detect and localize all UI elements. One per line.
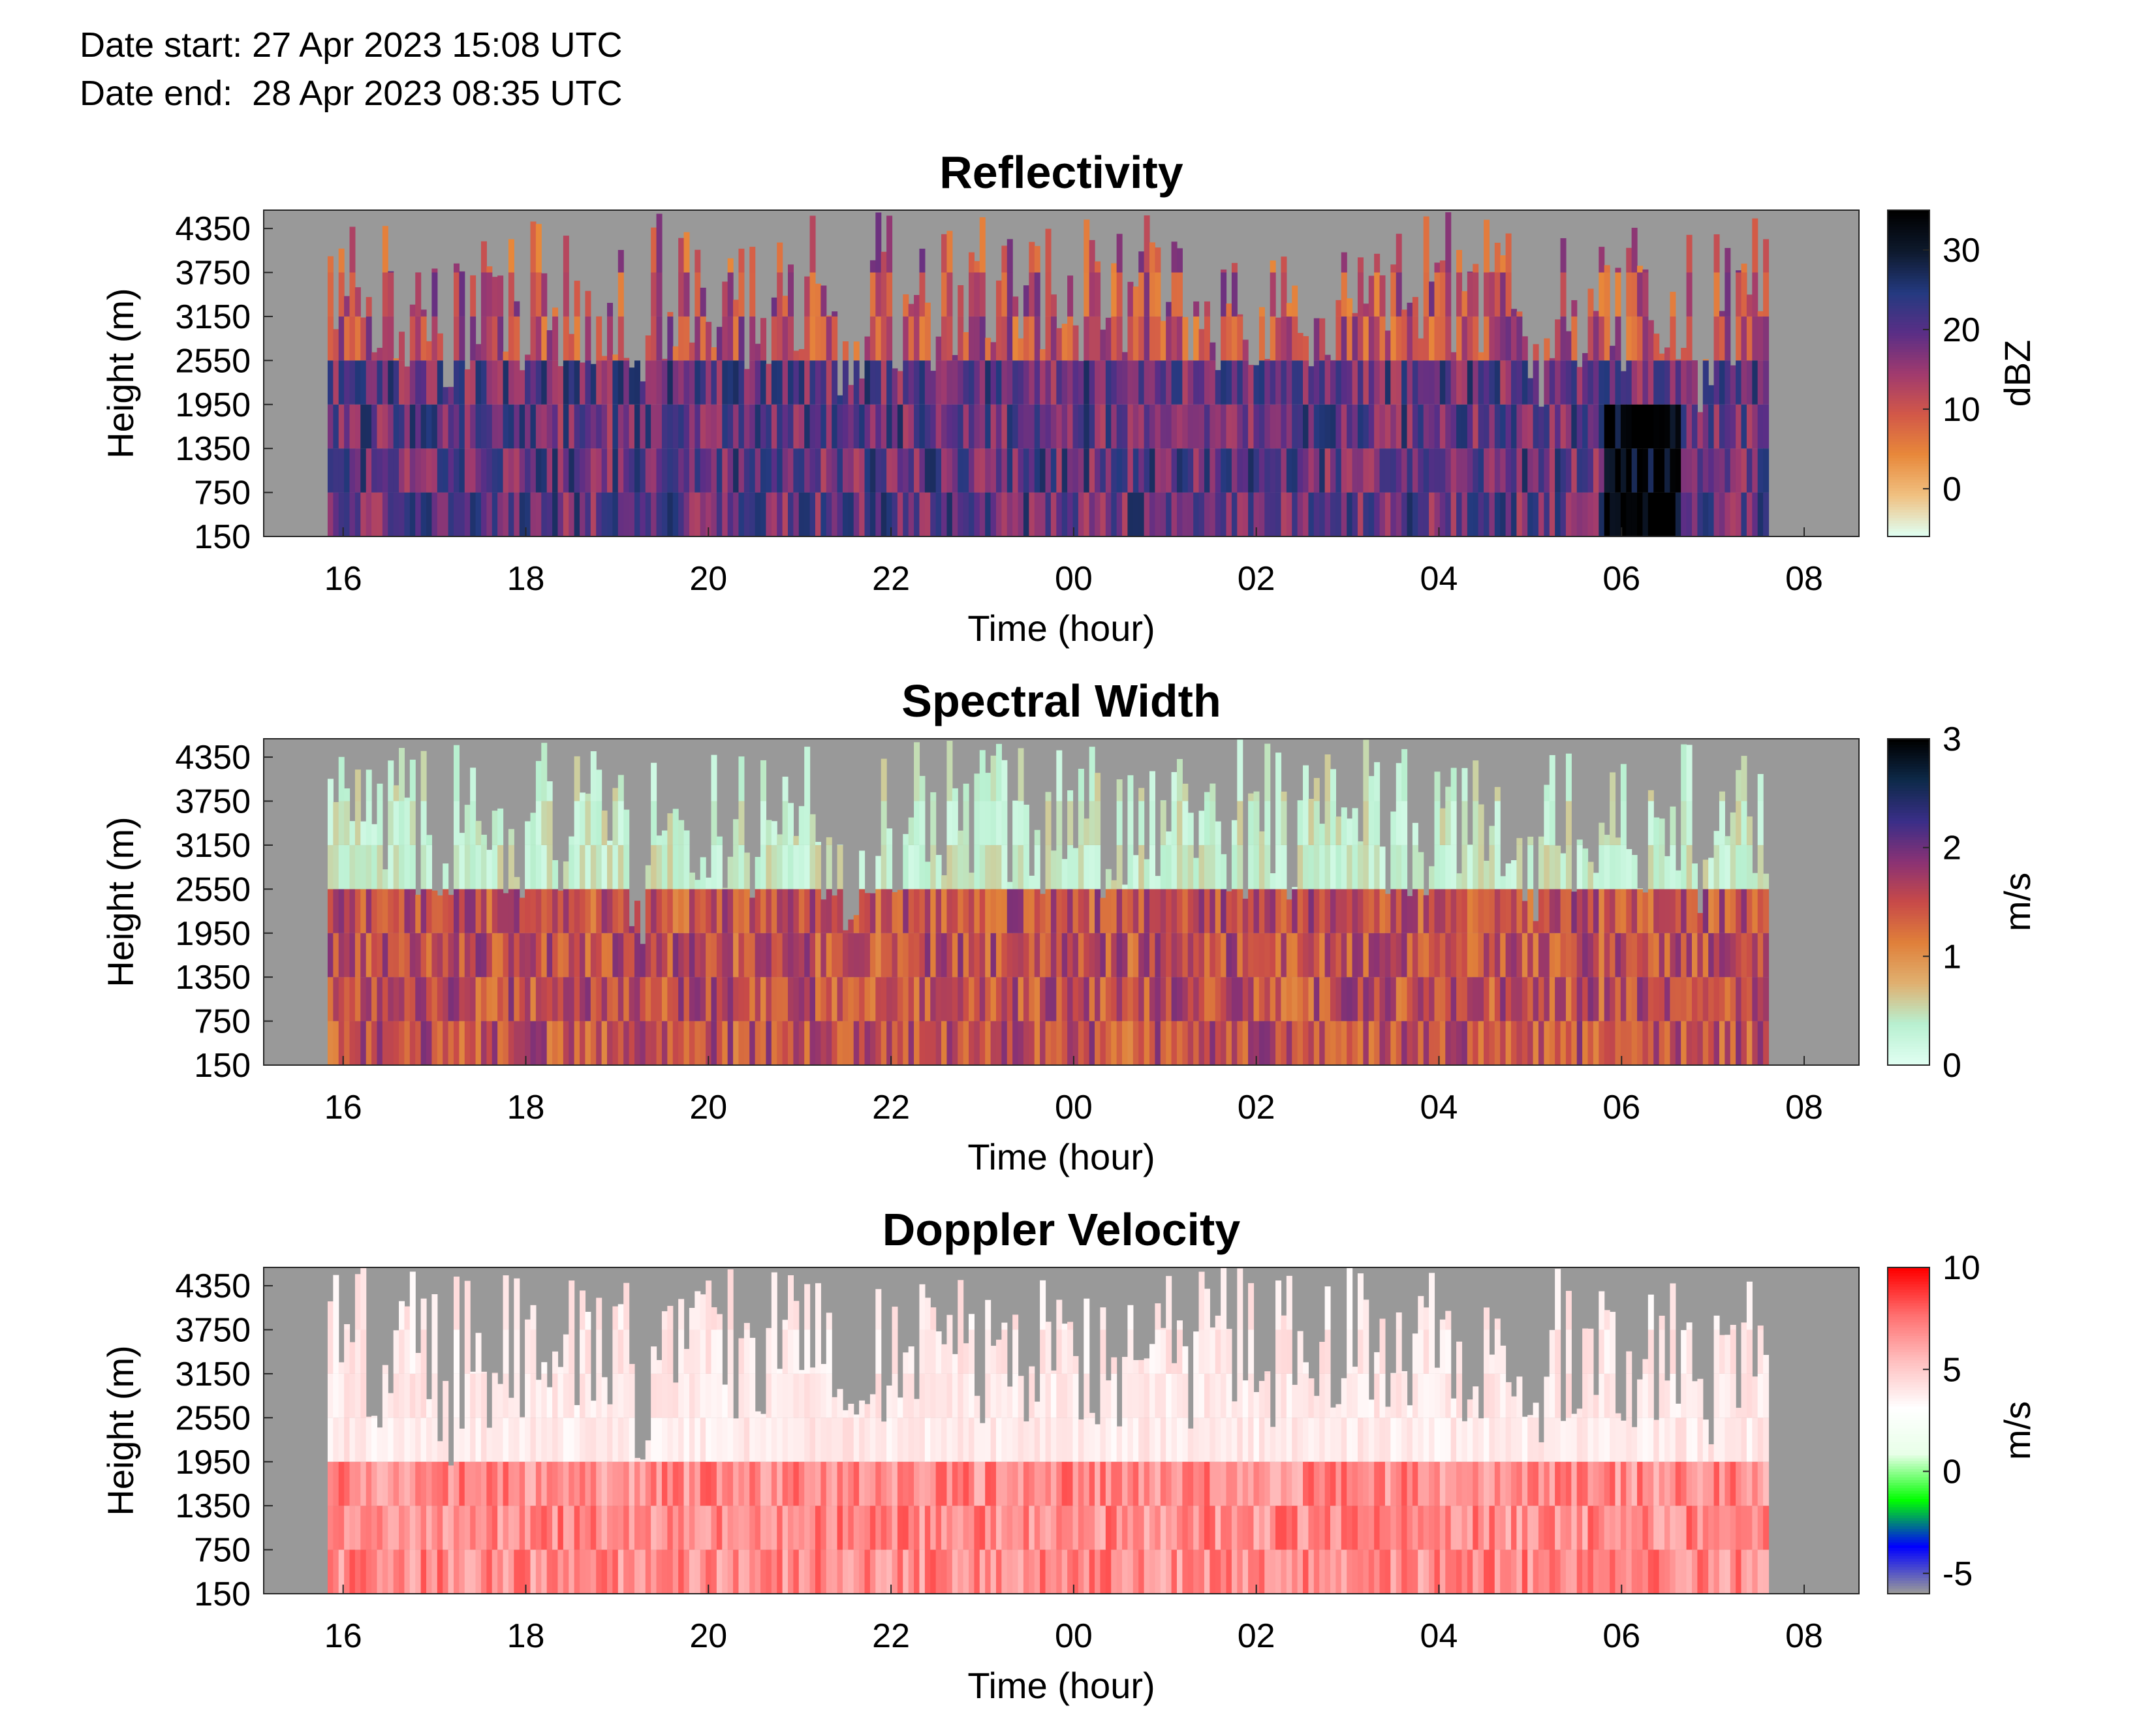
reflectivity-x-tick-label: 06 (1602, 560, 1640, 598)
reflectivity-y-tick-label: 750 (194, 474, 251, 512)
spectral-width-y-tick-label: 1350 (175, 959, 251, 997)
reflectivity-x-tick-label: 04 (1420, 560, 1458, 598)
doppler-velocity-colorbar-tick-label: 10 (1943, 1249, 1980, 1287)
spectral-width-y-tick-label: 3750 (175, 783, 251, 821)
spectral-width-y-axis-label: Height (m) (100, 816, 141, 987)
doppler-velocity-y-tick-label: 3750 (175, 1312, 251, 1350)
spectral-width-colorbar-tick-label: 0 (1943, 1047, 1961, 1085)
spectral-width-colorbar-tick-label: 2 (1943, 829, 1961, 867)
spectral-width-title: Spectral Width (901, 675, 1221, 726)
doppler-velocity-y-tick-label: 750 (194, 1532, 251, 1570)
date-start-label: Date start: 27 Apr 2023 15:08 UTC (80, 25, 622, 65)
spectral-width-y-tick-label: 150 (194, 1047, 251, 1085)
spectral-width-y-tick-label: 750 (194, 1003, 251, 1041)
doppler-velocity-y-tick-label: 3150 (175, 1356, 251, 1393)
date-end-label: Date end: 28 Apr 2023 08:35 UTC (80, 73, 623, 114)
doppler-velocity-x-tick-label: 04 (1420, 1617, 1458, 1655)
doppler-velocity-x-tick-label: 16 (324, 1617, 362, 1655)
reflectivity-x-tick-label: 18 (507, 560, 545, 598)
reflectivity-y-axis-label: Height (m) (100, 288, 141, 458)
reflectivity-colorbar-label: dBZ (1997, 340, 2038, 407)
doppler-velocity-y-tick-label: 1950 (175, 1444, 251, 1481)
doppler-velocity-colorbar: -5 0 5 10 (1888, 1249, 1980, 1594)
spectral-width-y-tick-label: 3150 (175, 827, 251, 865)
doppler-velocity-colorbar-tick-label: 5 (1943, 1351, 1961, 1389)
doppler-velocity-panel: Doppler Velocity 16 18 20 22 00 02 04 06 08 150 750… (0, 1201, 2154, 1736)
reflectivity-colorbar-tick-label: 20 (1943, 311, 1980, 349)
doppler-velocity-y-tick-label: 150 (194, 1575, 251, 1613)
doppler-velocity-colorbar-tick-label: 0 (1943, 1453, 1961, 1491)
reflectivity-colorbar-tick-label: 10 (1943, 391, 1980, 429)
reflectivity-x-tick-label: 08 (1785, 560, 1823, 598)
doppler-velocity-x-tick-label: 20 (689, 1617, 727, 1655)
spectral-width-y-ticks: 150 750 1350 1950 2550 3150 3750 4350 (175, 739, 273, 1085)
reflectivity-x-ticks: 16 18 20 22 00 02 04 06 08 (324, 527, 1823, 598)
reflectivity-panel: Reflectivity 16 18 20 22 00 02 04 06 08 150 750 1350… (0, 144, 2154, 679)
reflectivity-y-ticks: 150 750 1350 1950 2550 3150 3750 4350 (175, 210, 273, 556)
spectral-width-y-tick-label: 1950 (175, 915, 251, 953)
spectral-width-x-tick-label: 04 (1420, 1089, 1458, 1126)
reflectivity-x-tick-label: 22 (872, 560, 910, 598)
doppler-velocity-title: Doppler Velocity (882, 1204, 1241, 1255)
reflectivity-x-axis-label: Time (hour) (967, 608, 1155, 649)
doppler-velocity-x-axis-label: Time (hour) (967, 1665, 1155, 1706)
reflectivity-y-tick-label: 4350 (175, 210, 251, 248)
reflectivity-colorbar: 0 10 20 30 (1888, 210, 1980, 537)
spectral-width-x-tick-label: 20 (689, 1089, 727, 1126)
reflectivity-x-tick-label: 20 (689, 560, 727, 598)
spectral-width-colorbar-label: m/s (1997, 873, 2038, 931)
reflectivity-y-tick-label: 3750 (175, 255, 251, 292)
reflectivity-x-tick-label: 02 (1238, 560, 1275, 598)
reflectivity-y-tick-label: 1350 (175, 430, 251, 468)
reflectivity-colorbar-tick-label: 30 (1943, 232, 1980, 270)
doppler-velocity-y-tick-label: 2550 (175, 1399, 251, 1437)
reflectivity-colorbar-tick-label: 0 (1943, 471, 1961, 508)
spectral-width-x-tick-label: 00 (1055, 1089, 1093, 1126)
reflectivity-y-tick-label: 150 (194, 518, 251, 556)
spectral-width-colorbar: 0 1 2 3 (1888, 721, 1961, 1085)
spectral-width-x-ticks: 16 18 20 22 00 02 04 06 08 (324, 1056, 1823, 1126)
spectral-width-x-tick-label: 22 (872, 1089, 910, 1126)
doppler-velocity-x-tick-label: 22 (872, 1617, 910, 1655)
spectral-width-y-tick-label: 2550 (175, 871, 251, 908)
reflectivity-x-tick-label: 00 (1055, 560, 1093, 598)
doppler-velocity-x-tick-label: 06 (1602, 1617, 1640, 1655)
reflectivity-title: Reflectivity (939, 147, 1183, 198)
doppler-velocity-colorbar-tick-label: -5 (1943, 1555, 1973, 1593)
doppler-velocity-y-tick-label: 4350 (175, 1267, 251, 1305)
reflectivity-y-tick-label: 3150 (175, 298, 251, 336)
reflectivity-y-tick-label: 2550 (175, 342, 251, 380)
spectral-width-x-tick-label: 02 (1238, 1089, 1275, 1126)
doppler-velocity-y-axis-label: Height (m) (100, 1345, 141, 1515)
reflectivity-x-tick-label: 16 (324, 560, 362, 598)
spectral-width-x-tick-label: 08 (1785, 1089, 1823, 1126)
doppler-velocity-x-tick-label: 18 (507, 1617, 545, 1655)
spectral-width-x-tick-label: 06 (1602, 1089, 1640, 1126)
spectral-width-y-tick-label: 4350 (175, 739, 251, 777)
spectral-width-colorbar-tick-label: 1 (1943, 938, 1961, 976)
doppler-velocity-x-tick-label: 02 (1238, 1617, 1275, 1655)
reflectivity-y-tick-label: 1950 (175, 386, 251, 424)
doppler-velocity-chart: Doppler Velocity 16 18 20 22 00 02 04 06 08 150 750… (0, 1201, 2154, 1736)
doppler-velocity-x-tick-label: 00 (1055, 1617, 1093, 1655)
spectral-width-colorbar-tick-label: 3 (1943, 721, 1961, 758)
spectral-width-x-tick-label: 16 (324, 1089, 362, 1126)
doppler-velocity-y-tick-label: 1350 (175, 1487, 251, 1525)
doppler-velocity-colorbar-label: m/s (1997, 1401, 2038, 1460)
spectral-width-x-tick-label: 18 (507, 1089, 545, 1126)
reflectivity-chart: Reflectivity 16 18 20 22 00 02 04 06 08 150 750 1350… (0, 144, 2154, 679)
doppler-velocity-x-tick-label: 08 (1785, 1617, 1823, 1655)
spectral-width-x-axis-label: Time (hour) (967, 1136, 1155, 1177)
doppler-velocity-y-ticks: 150 750 1350 1950 2550 3150 3750 4350 (175, 1267, 273, 1613)
doppler-velocity-x-ticks: 16 18 20 22 00 02 04 06 08 (324, 1585, 1823, 1655)
